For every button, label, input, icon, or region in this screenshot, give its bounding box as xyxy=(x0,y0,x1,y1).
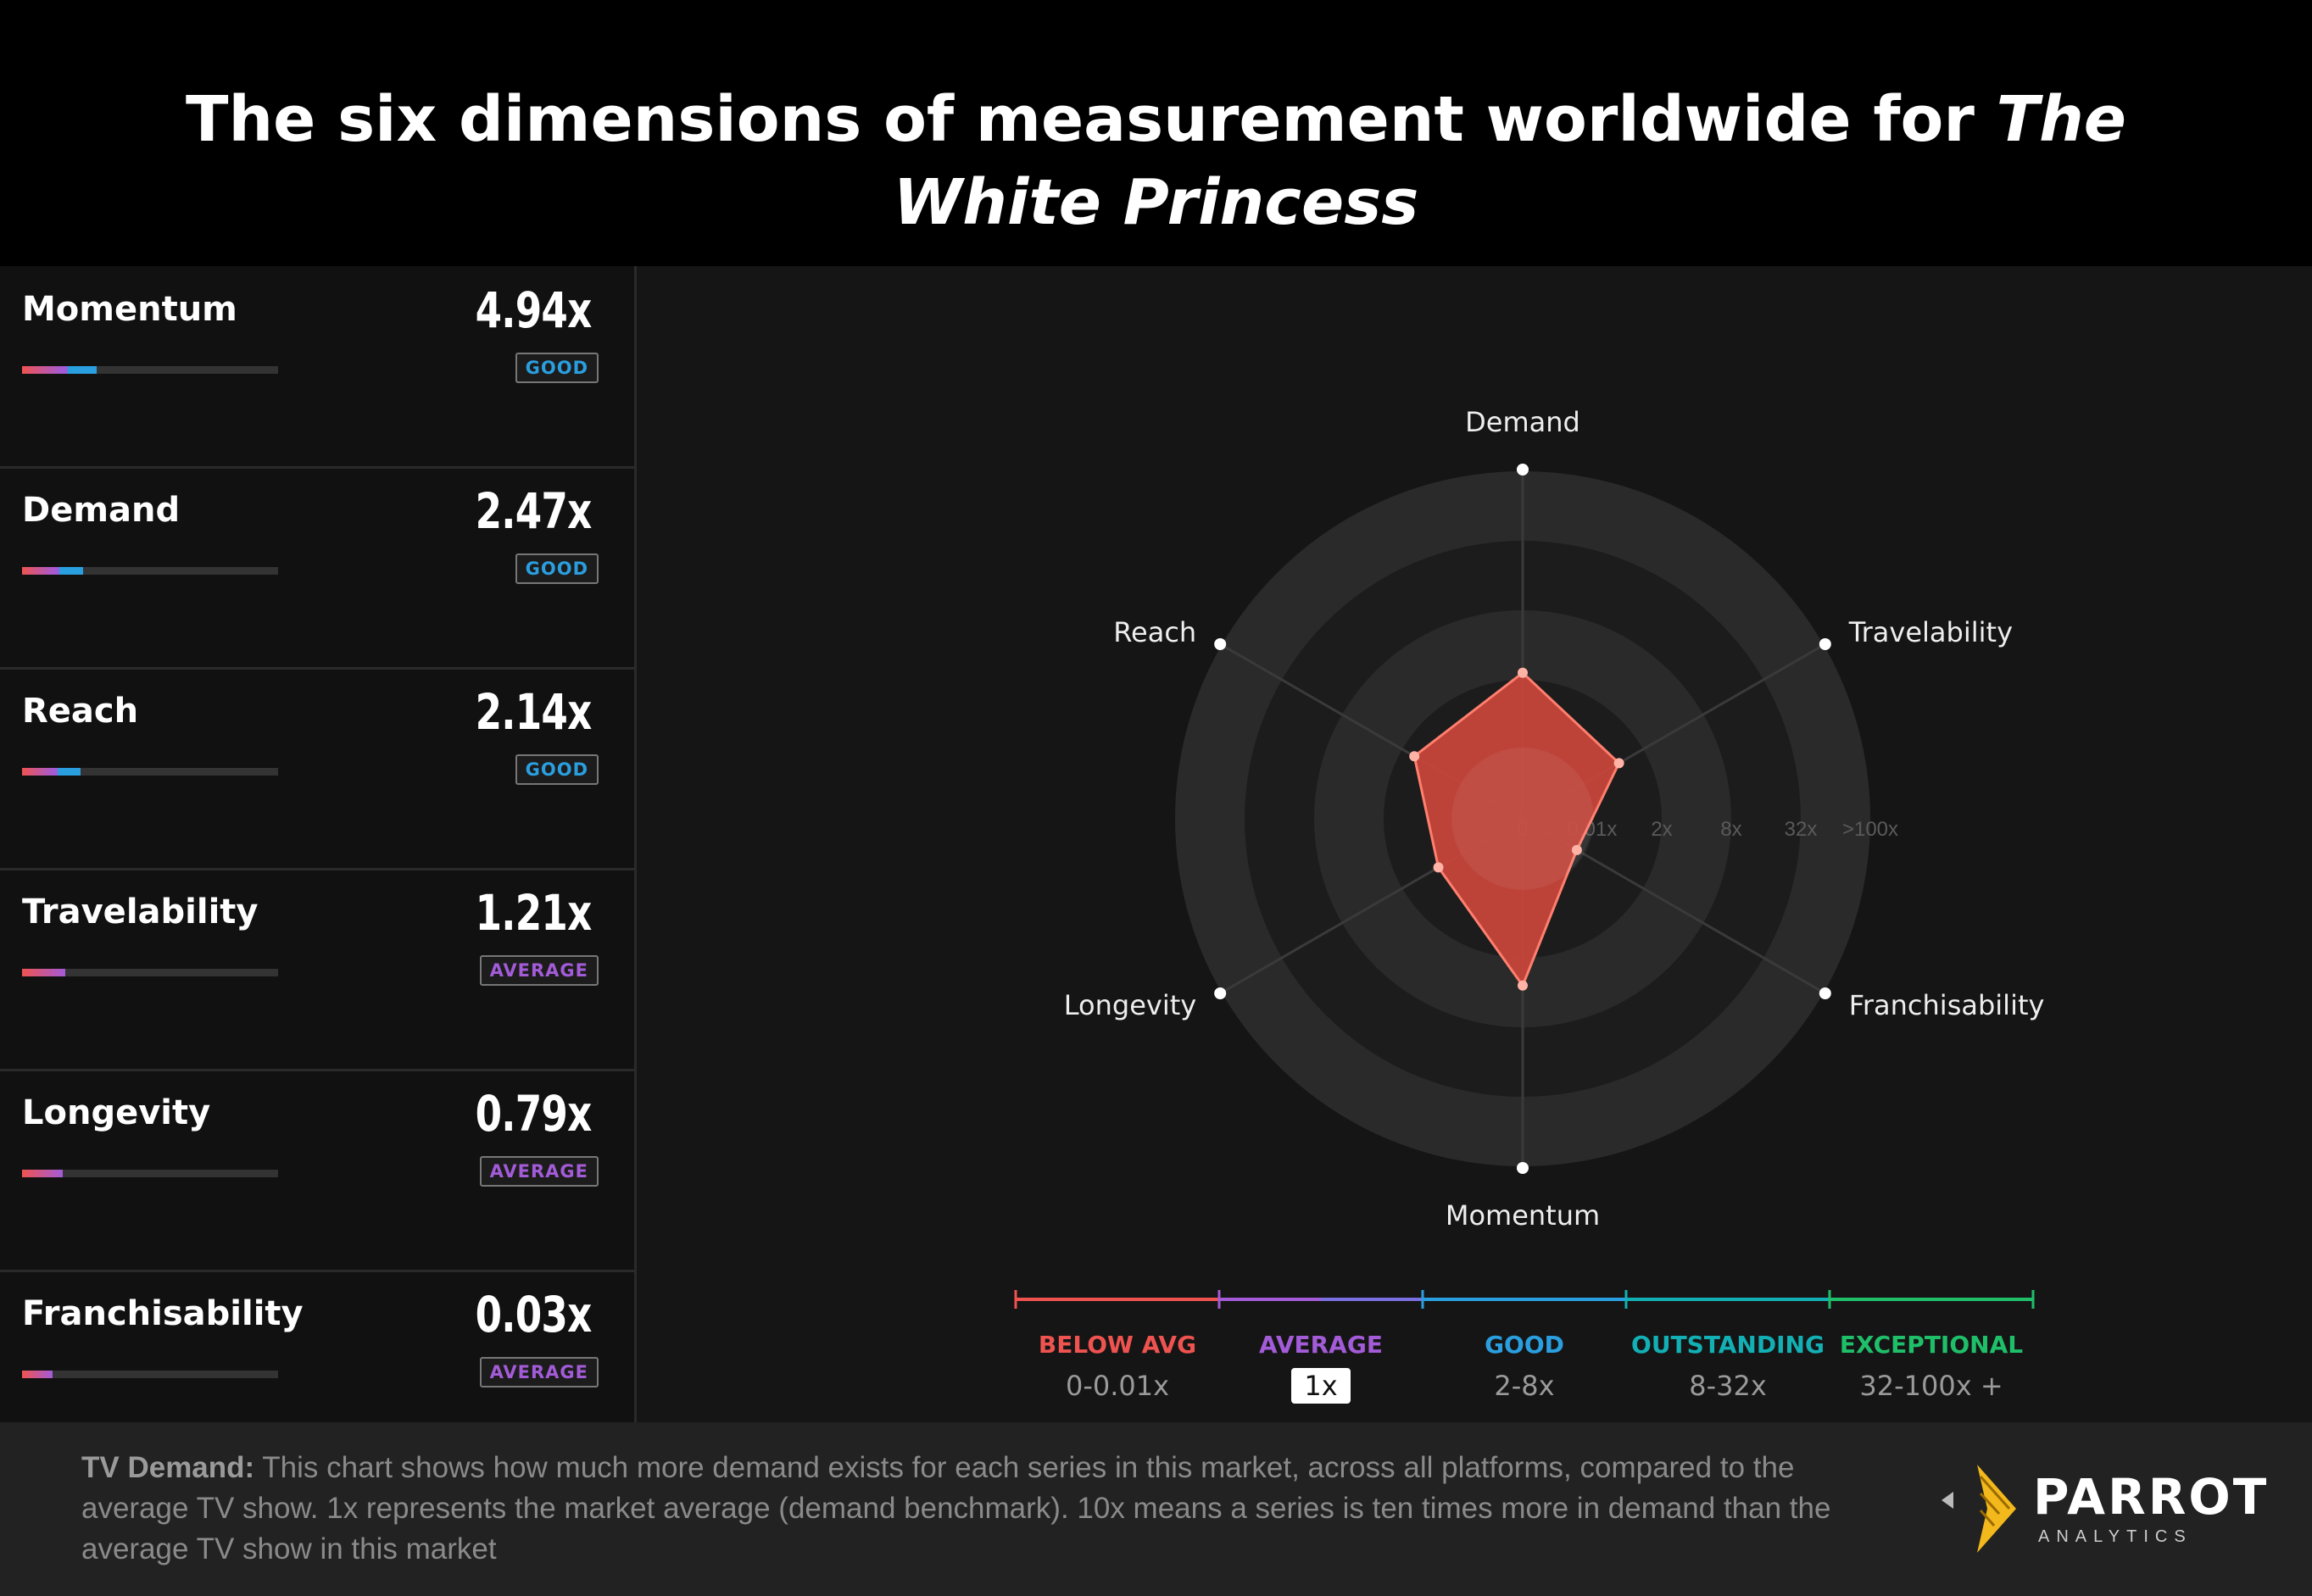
legend-tier-label: OUTSTANDING xyxy=(1631,1331,1825,1359)
footer-label: TV Demand: xyxy=(81,1451,255,1484)
axis-label-demand: Demand xyxy=(1465,406,1580,438)
footer-note: TV Demand: This chart shows how much mor… xyxy=(81,1448,1862,1570)
rating-badge: AVERAGE xyxy=(479,1156,599,1187)
axis-label-longevity: Longevity xyxy=(1064,989,1196,1021)
parrot-logo-icon xyxy=(1942,1465,2016,1553)
axis-end-dot xyxy=(1517,1162,1529,1174)
legend-tier-label: AVERAGE xyxy=(1259,1331,1383,1359)
metrics-panel: Momentum 4.94x GOOD Demand 2.47x GOOD Reach 2.1… xyxy=(0,266,637,1473)
legend-tier-range: 2-8x xyxy=(1494,1370,1554,1402)
metric-bar-fill xyxy=(22,567,83,575)
legend-tier-label: EXCEPTIONAL xyxy=(1840,1331,2023,1359)
metric-bar-track xyxy=(22,1170,278,1177)
metric-value: 0.03x xyxy=(476,1286,593,1343)
radar-data-point xyxy=(1613,758,1624,769)
metric-bar-track xyxy=(22,567,278,575)
rating-badge: GOOD xyxy=(515,754,599,785)
axis-end-dot xyxy=(1819,987,1831,999)
metric-bar-fill xyxy=(22,366,97,374)
radar-data-point xyxy=(1409,751,1420,762)
page-title: The six dimensions of measurement worldw… xyxy=(127,78,2185,244)
metric-bar-fill xyxy=(22,768,81,776)
radar-center-glow xyxy=(1451,748,1594,890)
legend-tier-range: 32-100x + xyxy=(1859,1370,2003,1402)
axis-end-dot xyxy=(1214,638,1227,650)
metric-bar-track xyxy=(22,969,278,976)
axis-end-dot xyxy=(1819,638,1831,650)
rating-badge: AVERAGE xyxy=(479,955,599,986)
metric-name: Franchisability xyxy=(22,1294,304,1333)
radial-tick-label: 8x xyxy=(1720,818,1741,841)
metric-name: Travelability xyxy=(22,893,259,931)
metric-row-travelability: Travelability 1.21x AVERAGE xyxy=(0,869,634,1071)
metric-name: Longevity xyxy=(22,1093,211,1132)
radar-data-point xyxy=(1433,862,1444,873)
radial-tick-label: 2x xyxy=(1651,818,1672,841)
axis-end-dot xyxy=(1214,987,1227,999)
title-bar: The six dimensions of measurement worldw… xyxy=(0,0,2312,266)
metric-bar-fill xyxy=(22,969,65,976)
metric-value: 2.47x xyxy=(476,482,593,540)
axis-label-franchisability: Franchisability xyxy=(1849,989,2045,1021)
radar-data-point xyxy=(1518,980,1528,991)
metric-bar-track xyxy=(22,366,278,374)
radar-data-point xyxy=(1518,667,1528,678)
metric-value: 2.14x xyxy=(476,683,593,741)
radar-chart: 00.01x2x8x32x>100xDemandTravelabilityFra… xyxy=(1014,406,2045,1404)
metric-row-reach: Reach 2.14x GOOD xyxy=(0,668,634,870)
axis-label-reach: Reach xyxy=(1113,616,1196,648)
metric-value: 0.79x xyxy=(476,1085,593,1143)
footer: TV Demand: This chart shows how much mor… xyxy=(0,1422,2312,1596)
metric-bar-track xyxy=(22,1371,278,1378)
metric-row-momentum: Momentum 4.94x GOOD xyxy=(0,266,634,469)
radial-tick-label: >100x xyxy=(1842,818,1898,841)
title-show-name: The White Princess xyxy=(893,83,2126,239)
logo-name: PARROT xyxy=(2033,1468,2270,1526)
main-panel: Momentum 4.94x GOOD Demand 2.47x GOOD Reach 2.1… xyxy=(0,266,2312,1473)
metric-name: Demand xyxy=(22,491,181,530)
footer-body: This chart shows how much more demand ex… xyxy=(81,1451,1831,1565)
axis-end-dot xyxy=(1517,464,1529,475)
metric-bar-fill xyxy=(22,1170,63,1177)
metric-name: Reach xyxy=(22,692,139,731)
legend-tier-range: 8-32x xyxy=(1689,1370,1767,1402)
radial-tick-label: 32x xyxy=(1785,818,1818,841)
axis-label-travelability: Travelability xyxy=(1848,616,2013,648)
legend-tier-label: GOOD xyxy=(1485,1331,1564,1359)
radar-data-point xyxy=(1571,844,1582,855)
legend-average-box xyxy=(1291,1368,1351,1404)
title-prefix: The six dimensions of measurement worldw… xyxy=(186,83,1997,156)
logo-subtitle: ANALYTICS xyxy=(2038,1527,2192,1546)
metric-row-demand: Demand 2.47x GOOD xyxy=(0,467,634,670)
metric-bar-fill xyxy=(22,1371,53,1378)
metric-row-longevity: Longevity 0.79x AVERAGE xyxy=(0,1070,634,1272)
metric-value: 1.21x xyxy=(476,884,593,942)
rating-badge: GOOD xyxy=(515,553,599,584)
legend-tier-label: BELOW AVG xyxy=(1039,1331,1196,1359)
rating-badge: AVERAGE xyxy=(479,1357,599,1387)
metric-name: Momentum xyxy=(22,290,237,329)
rating-badge: GOOD xyxy=(515,353,599,383)
legend-tier-range: 0-0.01x xyxy=(1066,1370,1169,1402)
metric-value: 4.94x xyxy=(476,281,593,339)
metric-bar-track xyxy=(22,768,278,776)
legend-tier-range: 1x xyxy=(1304,1370,1337,1402)
axis-label-momentum: Momentum xyxy=(1446,1199,1600,1232)
